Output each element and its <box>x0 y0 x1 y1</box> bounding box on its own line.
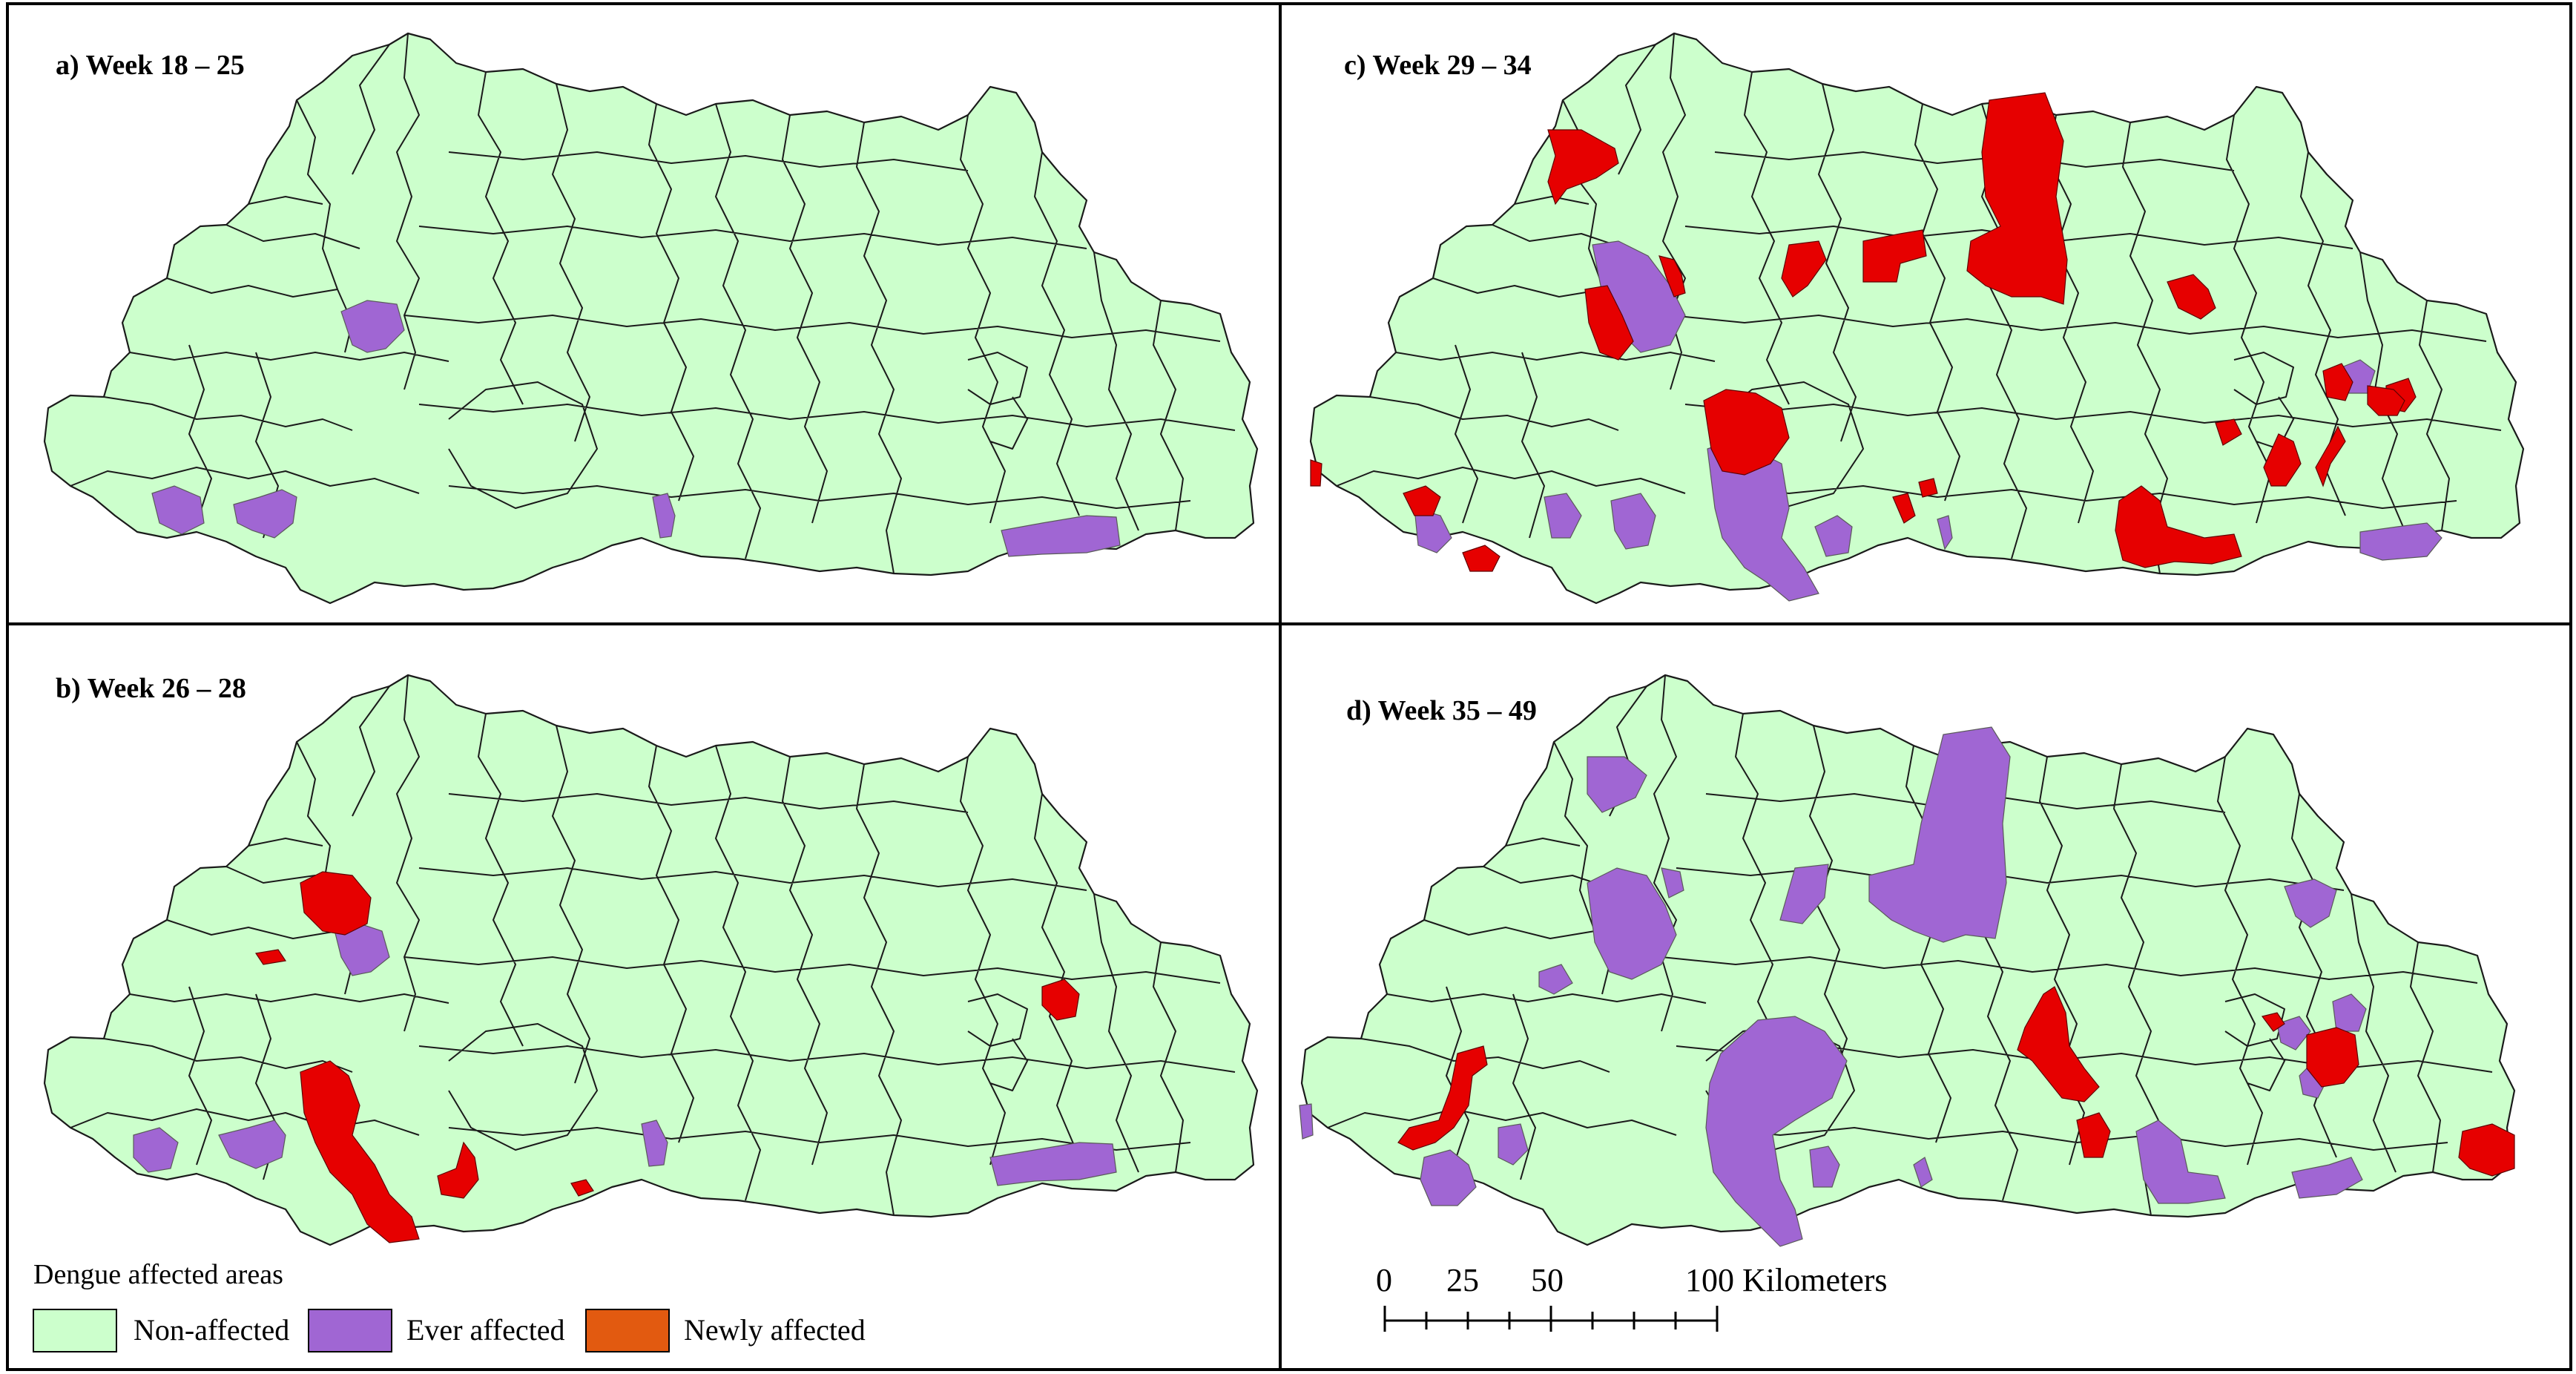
ever-affected-area <box>233 489 297 539</box>
newly-affected-area <box>1658 255 1686 298</box>
ever-affected-area <box>1779 864 1829 924</box>
ever-affected-area <box>2284 878 2337 928</box>
newly-affected-area <box>1397 1045 1488 1151</box>
ever-affected-area <box>133 1127 179 1173</box>
newly-affected-area <box>1584 285 1634 361</box>
legend: Dengue affected areas Non-affected Ever … <box>33 1259 866 1352</box>
newly-affected-area <box>2215 418 2242 446</box>
ever-affected-area <box>2291 1157 2363 1199</box>
newly-affected-area <box>1462 545 1501 572</box>
newly-affected-area <box>2017 986 2100 1102</box>
ever-affected-area <box>1913 1157 1933 1188</box>
ever-affected-area <box>1587 867 1677 980</box>
ever-affected-area <box>1868 726 2011 943</box>
newly-affected-area <box>2076 1112 2111 1158</box>
ever-affected-area <box>1299 1103 1314 1140</box>
ever-affected-area <box>1498 1123 1529 1166</box>
ever-affected-area <box>1414 507 1452 553</box>
newly-affected-area <box>2306 1027 2359 1088</box>
newly-affected-area <box>1862 229 1927 283</box>
ever-affected-area <box>1420 1149 1477 1206</box>
ever-affected-area <box>2276 1016 2311 1051</box>
ever-affected-area <box>218 1120 286 1169</box>
newly-affected-area <box>1310 459 1322 487</box>
ever-affected-area <box>1661 867 1684 898</box>
newly-affected-area <box>1966 92 2068 305</box>
ever-affected-area <box>1587 756 1647 813</box>
ever-affected-area <box>2359 522 2442 561</box>
legend-label-newly-affected: Newly affected <box>684 1313 866 1347</box>
newly-affected-area <box>437 1141 479 1199</box>
scale-label-25: 25 <box>1446 1262 1479 1298</box>
map-panel-b: b) Week 26 – 28 <box>43 673 1259 1246</box>
ever-affected-area <box>1937 515 1953 550</box>
ever-affected-area <box>1538 964 1573 995</box>
scale-label-50: 50 <box>1531 1262 1564 1298</box>
newly-affected-area <box>2458 1123 2515 1177</box>
newly-affected-area <box>1703 389 1790 476</box>
legend-swatch-non-affected <box>33 1309 117 1352</box>
panel-title-a: a) Week 18 – 25 <box>56 50 245 81</box>
scale-label-100-km: 100 Kilometers <box>1685 1262 1888 1298</box>
newly-affected-area <box>2322 363 2353 401</box>
ever-affected-area <box>652 493 676 539</box>
newly-affected-area <box>570 1179 594 1197</box>
newly-affected-area <box>2315 425 2346 487</box>
newly-affected-area <box>2261 1012 2285 1032</box>
panel-title-c: c) Week 29 – 34 <box>1344 50 1532 81</box>
ever-affected-area <box>1610 493 1656 550</box>
newly-affected-area <box>2167 274 2216 320</box>
newly-affected-area <box>1547 129 1619 206</box>
map-panel-c: c) Week 29 – 34 <box>1309 32 2525 605</box>
map-panel-a: a) Week 18 – 25 <box>43 32 1259 605</box>
newly-affected-area <box>300 871 372 936</box>
panel-title-d: d) Week 35 – 49 <box>1346 695 1537 726</box>
ever-affected-area <box>1001 515 1121 557</box>
newly-affected-area <box>1781 240 1827 298</box>
ever-affected-area <box>2135 1120 2226 1204</box>
ever-affected-area <box>151 485 205 535</box>
scale-label-0: 0 <box>1376 1262 1392 1298</box>
newly-affected-area <box>2115 485 2242 568</box>
newly-affected-area <box>2367 385 2405 416</box>
legend-swatch-ever-affected <box>308 1309 392 1352</box>
newly-affected-area <box>300 1060 420 1243</box>
ever-affected-area <box>1705 1016 1848 1247</box>
ever-affected-area <box>641 1120 668 1167</box>
newly-affected-area <box>1041 979 1080 1021</box>
map-panel-d: d) Week 35 – 49 <box>1299 674 2516 1247</box>
legend-title: Dengue affected areas <box>33 1259 283 1290</box>
ever-affected-area <box>2332 993 2367 1032</box>
ever-affected-area <box>989 1142 1117 1186</box>
newly-affected-area <box>1892 493 1916 524</box>
ever-affected-area <box>1809 1145 1840 1188</box>
legend-label-ever-affected: Ever affected <box>406 1313 565 1347</box>
newly-affected-area <box>1403 485 1441 516</box>
ever-affected-area <box>1544 493 1582 539</box>
newly-affected-area <box>2263 433 2302 487</box>
panel-title-b: b) Week 26 – 28 <box>56 673 246 704</box>
legend-label-non-affected: Non-affected <box>134 1313 289 1347</box>
scale-bar: 0 25 50 100 Kilometers <box>1376 1262 1888 1332</box>
newly-affected-area <box>254 949 287 965</box>
newly-affected-area <box>1918 478 1938 498</box>
ever-affected-area <box>1814 515 1853 557</box>
ever-affected-area <box>340 300 405 353</box>
legend-swatch-newly-affected <box>585 1309 670 1352</box>
